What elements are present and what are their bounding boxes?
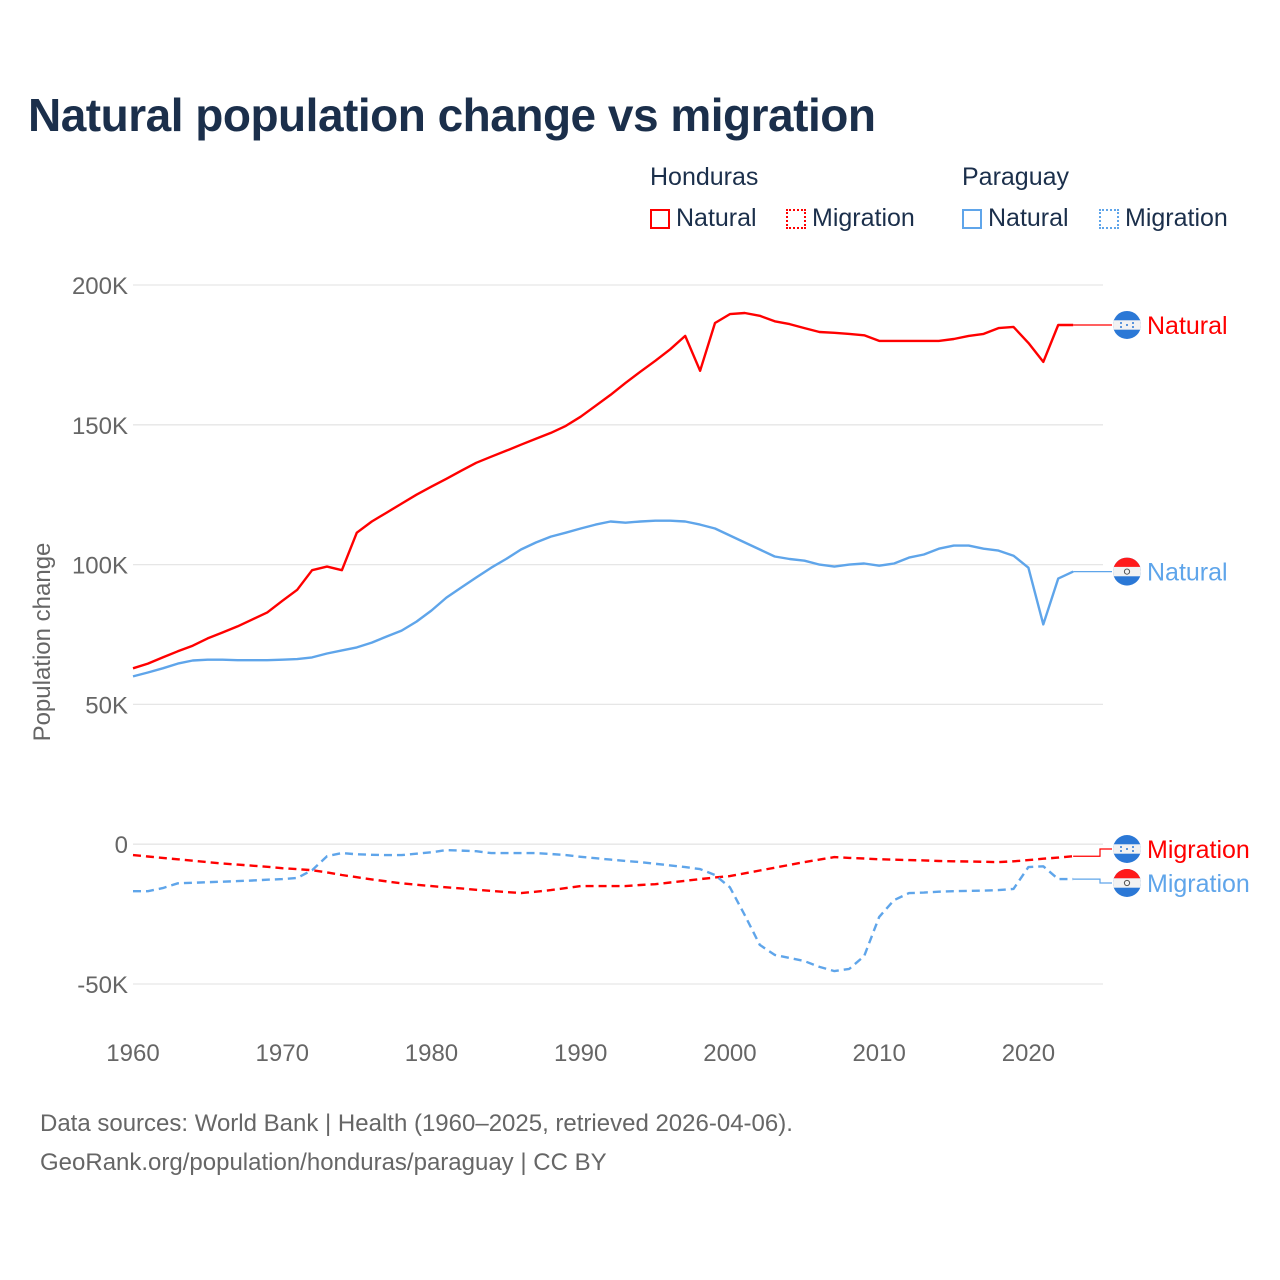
end-label: Natural bbox=[1147, 312, 1228, 340]
series-line-honduras-natural bbox=[132, 311, 1074, 670]
x-tick-label: 1970 bbox=[256, 1040, 309, 1067]
footer-sources: Data sources: World Bank | Health (1960–… bbox=[40, 1110, 793, 1137]
y-axis-label: Population change bbox=[29, 543, 56, 742]
legend-swatch-solid-icon bbox=[650, 208, 670, 229]
chart-title: Natural population change vs migration bbox=[28, 89, 876, 141]
paraguay-flag-icon bbox=[1113, 869, 1141, 897]
legend-group-honduras: Honduras bbox=[650, 163, 759, 191]
end-label-connector bbox=[1073, 848, 1112, 857]
end-label: Migration bbox=[1147, 870, 1250, 898]
y-tick-label: 50K bbox=[85, 692, 128, 719]
end-label: Migration bbox=[1147, 836, 1250, 864]
footer-attribution[interactable]: GeoRank.org/population/honduras/paraguay… bbox=[40, 1149, 607, 1176]
y-tick-label: 150K bbox=[72, 413, 128, 440]
legend-paraguay-migration[interactable]: Migration bbox=[1099, 204, 1228, 233]
x-tick-label: 1990 bbox=[554, 1040, 607, 1067]
legend-honduras-migration[interactable]: Migration bbox=[786, 204, 915, 233]
x-tick-label: 2020 bbox=[1002, 1040, 1055, 1067]
y-tick-label: 200K bbox=[72, 273, 128, 300]
legend-label: Natural bbox=[988, 204, 1069, 232]
legend-group-paraguay: Paraguay bbox=[962, 163, 1070, 191]
x-tick-label: 2000 bbox=[703, 1040, 756, 1067]
legend-label: Migration bbox=[812, 204, 915, 232]
x-tick-label: 1980 bbox=[405, 1040, 458, 1067]
x-tick-label: 1960 bbox=[106, 1040, 159, 1067]
y-tick-label: 0 bbox=[115, 832, 128, 859]
end-label: Natural bbox=[1147, 559, 1228, 587]
end-label-connector bbox=[1073, 878, 1112, 884]
honduras-flag-icon bbox=[1113, 310, 1141, 339]
series-line-honduras-migration bbox=[132, 853, 1074, 895]
series-line-paraguay-migration bbox=[133, 848, 1074, 973]
legend-paraguay-natural[interactable]: Natural bbox=[962, 204, 1069, 233]
legend-swatch-dotted-icon bbox=[786, 208, 806, 229]
series-line-paraguay-natural bbox=[132, 519, 1074, 678]
x-tick-label: 2010 bbox=[852, 1040, 905, 1067]
paraguay-flag-icon bbox=[1113, 557, 1141, 586]
legend-swatch-dotted-icon bbox=[1099, 208, 1119, 229]
y-tick-label: -50K bbox=[77, 972, 128, 999]
legend-label: Natural bbox=[676, 204, 757, 232]
y-tick-label: 100K bbox=[72, 553, 128, 580]
legend-label: Migration bbox=[1125, 204, 1228, 232]
honduras-flag-icon bbox=[1113, 835, 1141, 863]
legend-swatch-solid-icon bbox=[962, 208, 982, 229]
legend-honduras-natural[interactable]: Natural bbox=[650, 204, 757, 233]
